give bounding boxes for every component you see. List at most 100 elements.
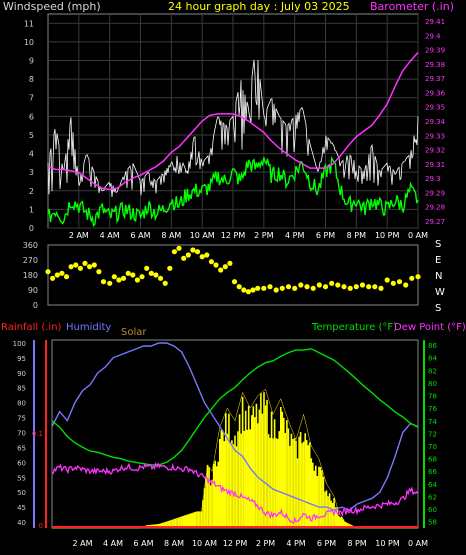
- barometer-y-tick-label: 29.35: [425, 104, 445, 112]
- temperature-legend-label: Temperature (°F): [311, 322, 397, 333]
- direction-y-tick-label: 360: [23, 241, 38, 250]
- temperature-y-tick-label: 74: [428, 418, 437, 426]
- wind-direction-point: [54, 272, 60, 278]
- wind-direction-point: [162, 280, 168, 286]
- wind-y-tick-label: 7: [29, 94, 34, 103]
- humidity-y-tick-label: 95: [17, 355, 26, 363]
- wind-direction-point: [316, 282, 322, 288]
- wind-direction-point: [285, 284, 292, 290]
- humidity-y-tick-label: 85: [17, 385, 26, 393]
- wind-gust-line: [47, 59, 419, 198]
- direction-y-tick-label: 90: [28, 286, 38, 295]
- wind-direction-point: [190, 247, 196, 253]
- solar-legend-label: Solar: [121, 327, 147, 338]
- barometer-y-tick-label: 29.29: [425, 189, 445, 197]
- barometer-y-tick-label: 29.3: [425, 175, 441, 183]
- wind-direction-point: [335, 282, 341, 288]
- wind-direction-point: [261, 285, 267, 291]
- humidity-y-tick-label: 90: [17, 370, 26, 378]
- temperature-y-tick-label: 76: [428, 405, 437, 413]
- temperature-humidity-panel: Rainfall (.in) Humidity Solar Temperature (…: [1, 322, 466, 548]
- wind-direction-point: [87, 264, 93, 270]
- temperature-y-tick-label: 84: [428, 355, 437, 363]
- wind-direction-point: [304, 284, 310, 290]
- wind-direction-point: [359, 282, 366, 288]
- wind-x-tick-label: 2 PM: [254, 231, 273, 240]
- wind-direction-point: [194, 249, 201, 255]
- humidity-y-tick-label: 40: [17, 519, 26, 527]
- wind-direction-point: [366, 284, 372, 290]
- wind-direction-point: [267, 284, 273, 290]
- humidity-y-tick-label: 100: [13, 340, 26, 348]
- humidity-y-tick-label: 70: [17, 430, 26, 438]
- wind-direction-point: [255, 285, 261, 291]
- wind-direction-point: [208, 259, 214, 265]
- humidity-y-tick-label: 60: [17, 459, 26, 467]
- wind-direction-point: [213, 262, 219, 268]
- humidity-line: [51, 342, 419, 511]
- wind-direction-point: [384, 277, 390, 283]
- dewpoint-legend-label: Dew Point (°F): [394, 322, 466, 333]
- wind-direction-point: [347, 285, 353, 291]
- wind-direction-point: [279, 285, 285, 291]
- wind-direction-point: [77, 265, 83, 271]
- wind-y-tick-label: 5: [29, 131, 34, 140]
- wind-x-tick-label: 10 AM: [190, 231, 215, 240]
- barometer-y-tick-label: 29.28: [425, 204, 445, 212]
- wind-direction-point: [415, 274, 421, 280]
- rainfall-legend-label: Rainfall (.in): [1, 322, 62, 333]
- barometer-y-tick-label: 29.41: [425, 18, 445, 26]
- wind-direction-point: [68, 264, 74, 270]
- wind-direction-point: [199, 254, 205, 260]
- wind-direction-point: [45, 269, 51, 275]
- barometer-y-tick-label: 29.31: [425, 161, 445, 169]
- wind-direction-point: [378, 285, 384, 291]
- wind-direction-point: [322, 284, 329, 290]
- humidity-y-tick-label: 55: [17, 474, 26, 482]
- temperature-y-tick-label: 86: [428, 342, 437, 350]
- wind-direction-point: [82, 260, 88, 266]
- direction-plot-area: [47, 244, 419, 306]
- wind-y-tick-label: 9: [29, 57, 34, 66]
- wind-x-tick-label: 12 PM: [221, 231, 246, 240]
- wind-direction-point: [73, 262, 79, 268]
- wind-direction-point: [148, 270, 154, 276]
- compass-label: W: [435, 287, 445, 298]
- temperature-x-tick-label: 4 PM: [286, 539, 305, 548]
- temperature-x-tick-label: 12 PM: [223, 539, 248, 548]
- temperature-x-tick-label: 8 PM: [347, 539, 366, 548]
- wind-y-tick-label: 1: [29, 205, 34, 214]
- wind-direction-point: [130, 272, 136, 278]
- wind-direction-point: [139, 274, 145, 280]
- wind-direction-point: [390, 280, 396, 286]
- wind-y-tick-label: 4: [29, 150, 34, 159]
- wind-direction-point: [227, 260, 233, 266]
- barometer-y-tick-label: 29.38: [425, 61, 445, 69]
- barometer-y-tick-label: 29.4: [425, 32, 441, 40]
- temperature-y-tick-label: 82: [428, 367, 437, 375]
- wind-x-tick-label: 0 AM: [408, 231, 428, 240]
- wind-y-tick-label: 11: [24, 19, 34, 28]
- wind-direction-point: [241, 287, 247, 293]
- humidity-y-tick-label: 50: [17, 489, 26, 497]
- compass-label: S: [435, 239, 441, 250]
- wind-x-tick-label: 8 PM: [347, 231, 366, 240]
- wind-direction-point: [111, 274, 117, 280]
- temperature-y-tick-label: 70: [428, 443, 437, 451]
- barometer-y-tick-label: 29.32: [425, 147, 445, 155]
- wind-direction-point: [372, 284, 378, 290]
- wind-direction-point: [409, 275, 415, 281]
- wind-direction-point: [245, 289, 251, 295]
- wind-direction-point: [134, 277, 140, 283]
- humidity-legend-label: Humidity: [66, 322, 111, 333]
- wind-direction-point: [116, 277, 122, 283]
- temperature-x-tick-label: 2 PM: [256, 539, 275, 548]
- wind-y-tick-label: 0: [29, 224, 34, 233]
- wind-x-tick-label: 2 AM: [69, 231, 89, 240]
- wind-direction-point: [59, 270, 65, 276]
- compass-label: N: [435, 271, 442, 282]
- wind-x-tick-label: 4 PM: [285, 231, 304, 240]
- temperature-y-tick-label: 68: [428, 456, 437, 464]
- temperature-x-tick-label: 10 AM: [192, 539, 217, 548]
